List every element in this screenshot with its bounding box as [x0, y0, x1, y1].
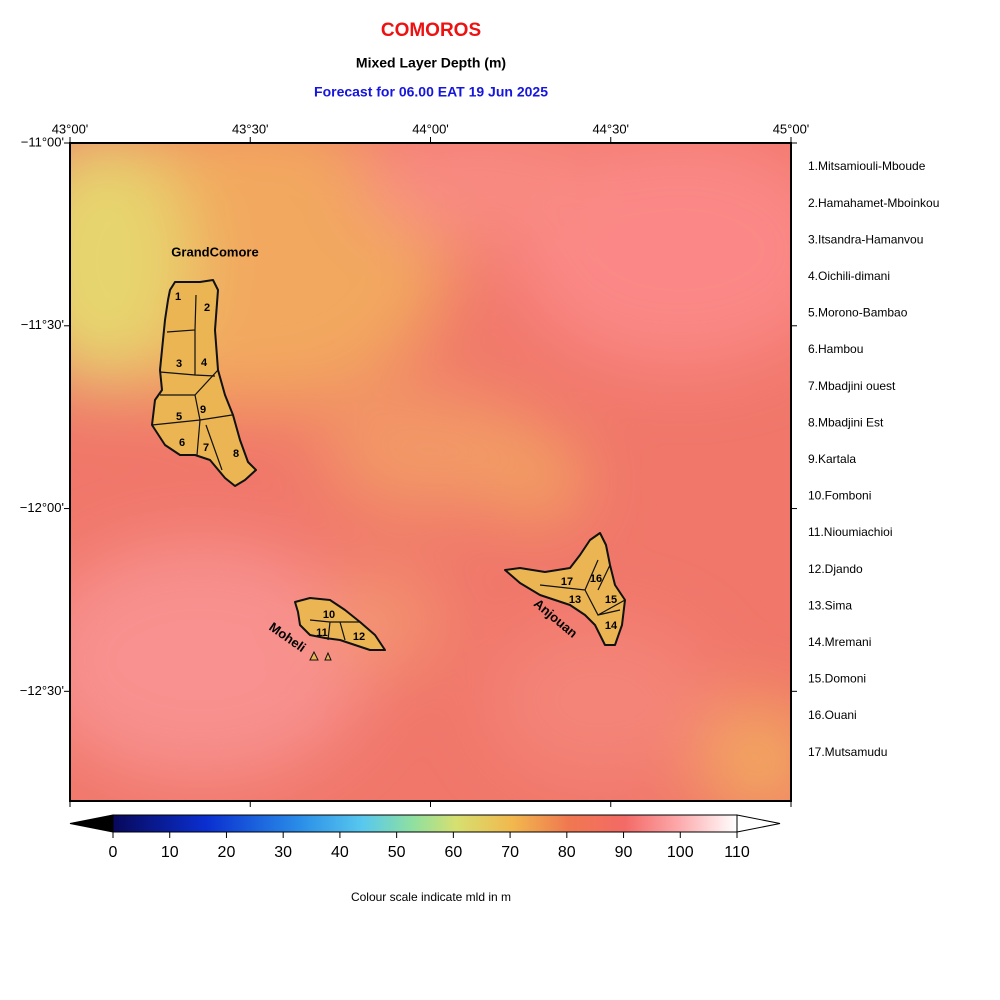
- region-number: 15: [605, 594, 617, 606]
- mld-field: [70, 143, 791, 801]
- region-number: 3: [176, 358, 182, 370]
- colorbar-label: 60: [444, 844, 462, 861]
- region-number: 13: [569, 594, 581, 606]
- region-number: 9: [200, 404, 206, 416]
- anjouan: [504, 532, 626, 646]
- colorbar-label: 30: [274, 844, 292, 861]
- region-number: 4: [201, 357, 208, 369]
- region-number: 7: [203, 442, 209, 454]
- lat-label: −12°30': [20, 683, 64, 698]
- colorbar-label: 90: [615, 844, 633, 861]
- region-legend: 1.Mitsamiouli-Mboude: [808, 159, 926, 173]
- region-number: 12: [353, 631, 365, 643]
- region-legend: 4.Oichili-dimani: [808, 269, 890, 283]
- forecast: Forecast for 06.00 EAT 19 Jun 2025: [314, 84, 548, 100]
- colorbar-label: 50: [388, 844, 406, 861]
- lon-label: 45°00': [773, 121, 810, 136]
- colorbar: [112, 814, 738, 833]
- region-number: 16: [590, 573, 602, 585]
- region-legend: 14.Mremani: [808, 635, 871, 649]
- colorbar-label: 0: [109, 844, 118, 861]
- region-number: 10: [323, 609, 335, 621]
- subtitle: Mixed Layer Depth (m): [356, 55, 506, 71]
- title: COMOROS: [381, 20, 481, 41]
- region-legend: 7.Mbadjini ouest: [808, 379, 896, 393]
- colorbar-label: 80: [558, 844, 576, 861]
- colorbar-label: 10: [161, 844, 179, 861]
- region-number: 6: [179, 437, 185, 449]
- moheli: [294, 597, 386, 651]
- region-number: 11: [316, 627, 328, 639]
- region-number: 14: [605, 620, 618, 632]
- region-legend: 13.Sima: [808, 598, 852, 612]
- lon-label: 44°30': [592, 121, 629, 136]
- lon-label: 44°00': [412, 121, 449, 136]
- region-legend: 16.Ouani: [808, 708, 857, 722]
- region-number: 17: [561, 576, 573, 588]
- lon-label: 43°00': [52, 121, 89, 136]
- region-number: 1: [175, 291, 181, 303]
- lon-label: 43°30': [232, 121, 269, 136]
- grand-comore: [151, 279, 257, 487]
- region-number: 2: [204, 302, 210, 314]
- region-legend: 12.Djando: [808, 562, 863, 576]
- colorbar-caption: Colour scale indicate mld in m: [351, 890, 511, 904]
- colorbar-label: 40: [331, 844, 349, 861]
- colorbar-label: 70: [501, 844, 519, 861]
- colorbar-low-arrow: [69, 814, 114, 833]
- region-legend: 3.Itsandra-Hamanvou: [808, 232, 923, 246]
- colorbar-label: 100: [667, 844, 694, 861]
- island-name: GrandComore: [171, 244, 258, 259]
- region-number: 5: [176, 411, 182, 423]
- lat-label: −11°30': [21, 317, 64, 332]
- colorbar-high-arrow: [736, 814, 781, 833]
- moheli-islets: [309, 650, 332, 661]
- region-legend: 8.Mbadjini Est: [808, 415, 884, 429]
- lat-label: −11°00': [21, 134, 64, 149]
- colorbar-label: 20: [218, 844, 236, 861]
- region-legend: 5.Morono-Bambao: [808, 306, 908, 320]
- region-legend: 11.Nioumiachioi: [808, 525, 893, 539]
- region-number: 8: [233, 448, 239, 460]
- region-legend: 10.Fomboni: [808, 489, 871, 503]
- region-legend: 6.Hambou: [808, 342, 863, 356]
- region-legend: 17.Mutsamudu: [808, 745, 887, 759]
- region-legend: 15.Domoni: [808, 672, 866, 686]
- region-legend: 9.Kartala: [808, 452, 856, 466]
- region-legend: 2.Hamahamet-Mboinkou: [808, 196, 939, 210]
- lat-label: −12°00': [20, 500, 64, 515]
- colorbar-label: 110: [724, 844, 750, 861]
